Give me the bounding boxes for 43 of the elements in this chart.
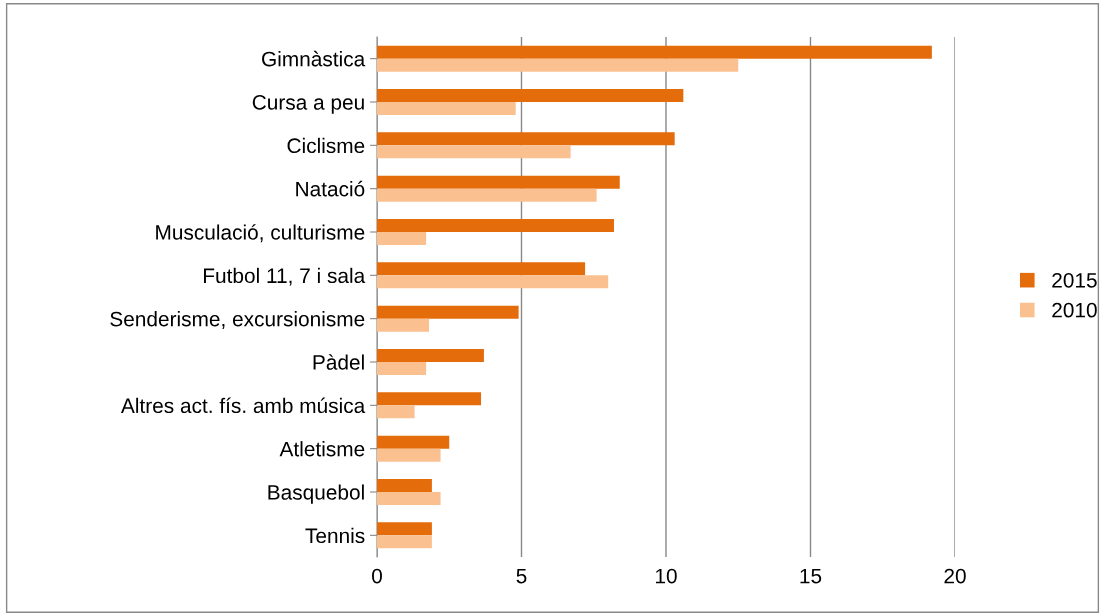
bar [377, 175, 620, 189]
legend-label: 2010 [1052, 302, 1097, 318]
bar [377, 145, 571, 159]
bar [377, 89, 684, 102]
y-tick-label: Gimnàstica [262, 50, 366, 67]
bar [377, 448, 441, 462]
y-tick-label: Basquebol [268, 484, 364, 504]
bar [377, 349, 484, 362]
bar [377, 318, 430, 332]
bar [377, 58, 739, 72]
bar [377, 522, 432, 536]
bar [377, 45, 932, 59]
y-tick-label: Musculació, culturisme [156, 224, 365, 243]
bar [377, 435, 450, 449]
bar [377, 275, 609, 289]
y-tick-label: Futbol 11, 7 i sala [204, 267, 366, 286]
bar [377, 405, 415, 419]
y-tick-label: Altres act. fís. amb música [120, 397, 366, 414]
bar [377, 305, 519, 319]
bar [377, 535, 432, 549]
x-tick-label: 20 [944, 568, 966, 584]
bar [377, 392, 482, 406]
bar [377, 262, 586, 276]
y-tick-label: Cursa a peu [252, 95, 364, 114]
x-tick-label: 0 [372, 568, 382, 584]
bar [377, 232, 427, 245]
x-tick-label: 15 [800, 568, 822, 584]
bar [377, 362, 427, 375]
bar [377, 102, 516, 115]
y-tick-label: Senderisme, excursionisme [110, 311, 365, 329]
y-tick-label: Tennis [305, 527, 365, 544]
bar [377, 219, 614, 232]
bar [377, 188, 597, 202]
bar [377, 492, 441, 505]
x-tick-label: 10 [656, 568, 677, 584]
y-tick-label: Natació [296, 180, 365, 197]
y-tick-label: Atletisme [279, 441, 365, 457]
bar [377, 132, 675, 146]
y-tick-label: Pàdel [313, 354, 364, 370]
y-tick-label: Ciclisme [287, 137, 365, 154]
x-tick-label: 5 [516, 568, 527, 584]
legend-label: 2015 [1052, 272, 1097, 288]
bar [377, 479, 432, 492]
